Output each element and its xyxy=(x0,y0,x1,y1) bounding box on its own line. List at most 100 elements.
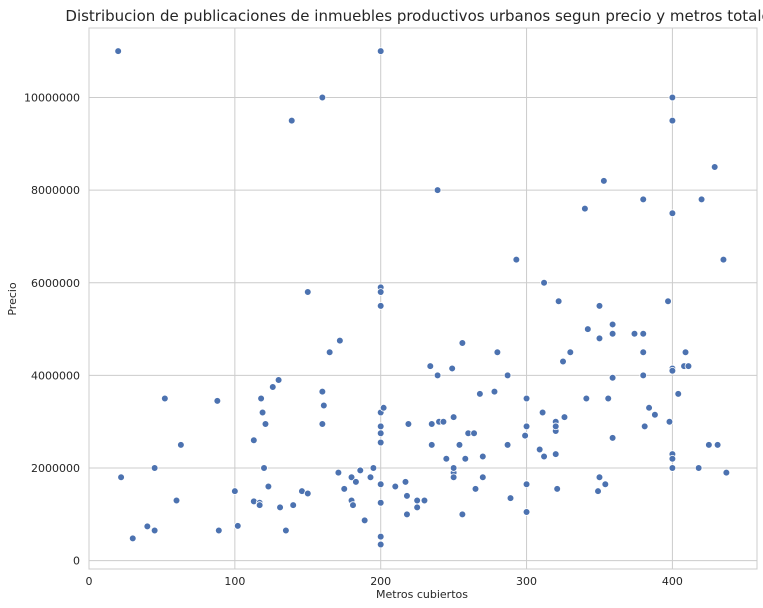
scatter-point xyxy=(433,186,442,194)
scatter-point xyxy=(503,441,512,449)
scatter-point xyxy=(668,209,677,218)
y-tick-label: 0 xyxy=(73,555,80,568)
scatter-point xyxy=(260,464,268,472)
scatter-point xyxy=(521,431,529,440)
scatter-point xyxy=(376,47,385,55)
scatter-point xyxy=(449,464,458,472)
scatter-point xyxy=(522,480,531,489)
scatter-point xyxy=(559,357,567,366)
scatter-point xyxy=(566,348,575,357)
scatter-point xyxy=(427,420,436,428)
scatter-point xyxy=(722,468,731,477)
scatter-point xyxy=(470,429,478,438)
scatter-point xyxy=(581,204,589,213)
scatter-point xyxy=(413,496,421,505)
scatter-point xyxy=(668,93,677,102)
scatter-point xyxy=(560,413,569,421)
scatter-point xyxy=(150,526,159,535)
scatter-point xyxy=(177,441,185,449)
scatter-point xyxy=(318,93,327,102)
scatter-point xyxy=(143,522,152,531)
x-tick-label: 200 xyxy=(370,575,391,588)
y-tick-label: 4000000 xyxy=(31,369,80,382)
scatter-point xyxy=(356,466,365,475)
scatter-point xyxy=(719,255,728,264)
scatter-point xyxy=(325,348,334,357)
scatter-point xyxy=(600,177,608,185)
x-tick-label: 0 xyxy=(86,575,93,588)
scatter-point xyxy=(334,468,343,477)
scatter-point xyxy=(540,278,548,287)
scatter-point xyxy=(352,478,360,486)
scatter-point xyxy=(150,464,159,472)
scatter-point xyxy=(376,302,385,310)
y-axis-ticks: 0 2000000 4000000 6000000 8000000 10000000 xyxy=(24,91,80,567)
scatter-point xyxy=(420,496,429,505)
scatter-point xyxy=(347,473,356,482)
scatter-point xyxy=(540,452,548,461)
scatter-point xyxy=(276,503,284,512)
scatter-point xyxy=(282,526,290,535)
scatter-point xyxy=(257,394,265,403)
chart-title: Distribucion de publicaciones de inmuebl… xyxy=(65,7,763,25)
scatter-point xyxy=(595,473,604,482)
scatter-point xyxy=(274,376,283,384)
scatter-point xyxy=(710,163,719,171)
scatter-point xyxy=(594,487,602,495)
scatter-point xyxy=(582,394,591,403)
scatter-point xyxy=(448,364,456,373)
scatter-point xyxy=(449,413,458,421)
scatter-point xyxy=(231,487,239,495)
scatter-point xyxy=(318,420,327,428)
scatter-point xyxy=(426,362,435,370)
scatter-point xyxy=(376,422,385,431)
scatter-point xyxy=(665,417,674,426)
scatter-point xyxy=(639,329,648,338)
scatter-point xyxy=(261,420,270,428)
scatter-point xyxy=(551,422,560,431)
data-points xyxy=(114,47,731,549)
y-tick-label: 8000000 xyxy=(31,184,80,197)
scatter-point xyxy=(340,485,349,493)
scatter-point xyxy=(366,473,375,482)
scatter-point xyxy=(128,534,137,543)
scatter-point xyxy=(639,195,648,204)
scatter-point xyxy=(117,473,125,482)
scatter-point xyxy=(595,302,604,310)
scatter-point xyxy=(604,394,613,403)
y-tick-label: 10000000 xyxy=(24,91,80,104)
scatter-point xyxy=(674,390,683,398)
scatter-point xyxy=(320,401,328,410)
scatter-point xyxy=(376,498,385,507)
scatter-point xyxy=(639,371,648,380)
scatter-point xyxy=(471,485,480,493)
scatter-point xyxy=(369,464,378,472)
scatter-point xyxy=(713,441,722,449)
scatter-point xyxy=(512,255,521,264)
scatter-point xyxy=(376,288,385,296)
scatter-point xyxy=(442,454,451,463)
scatter-point xyxy=(303,489,312,498)
scatter-point xyxy=(376,480,385,489)
scatter-point xyxy=(391,482,400,491)
scatter-point xyxy=(584,325,592,333)
scatter-point xyxy=(213,397,222,405)
scatter-point xyxy=(455,441,464,449)
y-tick-label: 2000000 xyxy=(31,462,80,475)
x-axis-ticks: 0 100 200 300 400 xyxy=(86,575,683,588)
scatter-point xyxy=(360,516,369,525)
scatter-point xyxy=(538,408,547,417)
x-tick-label: 400 xyxy=(662,575,683,588)
scatter-point xyxy=(461,454,470,463)
scatter-point xyxy=(551,450,560,458)
scatter-point xyxy=(668,464,677,472)
scatter-point xyxy=(172,496,181,505)
scatter-point xyxy=(403,492,411,500)
scatter-point xyxy=(535,445,544,454)
y-axis-label: Precio xyxy=(6,282,19,316)
scatter-point xyxy=(401,478,410,486)
scatter-point xyxy=(553,485,561,493)
scatter-point xyxy=(506,494,515,502)
scatter-point xyxy=(458,339,467,347)
